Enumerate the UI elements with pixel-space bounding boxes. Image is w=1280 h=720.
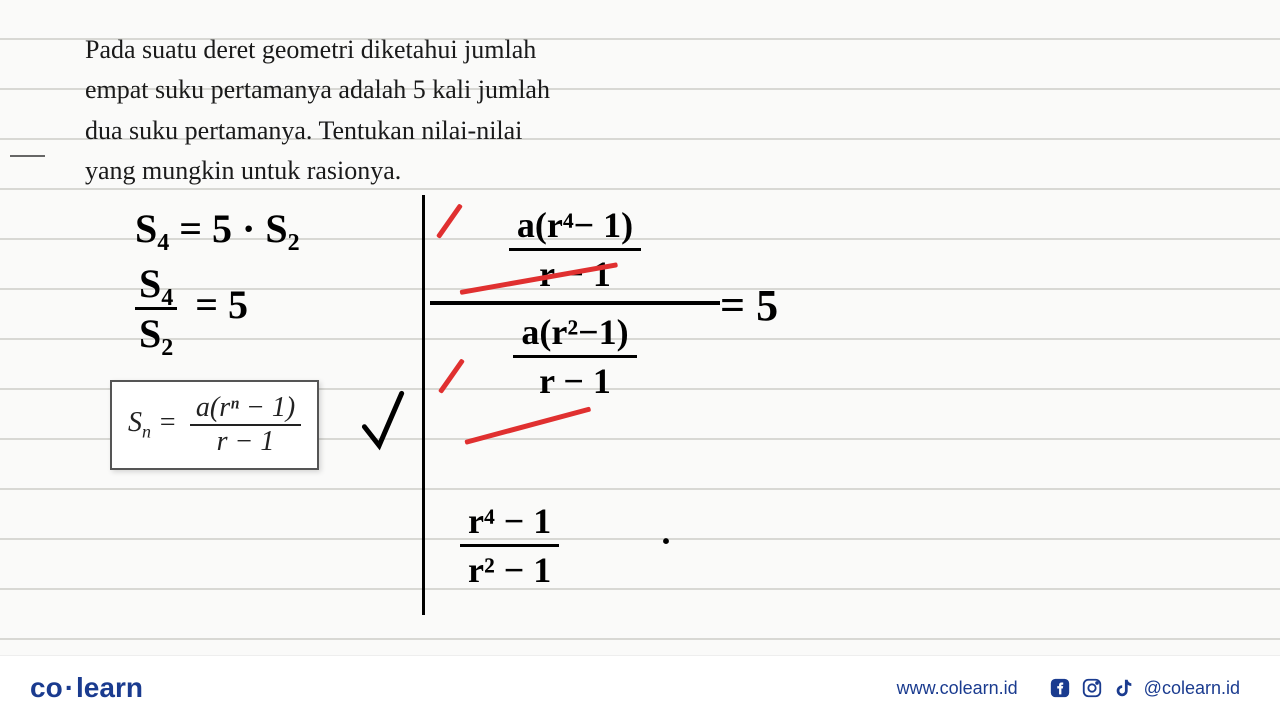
vertical-divider bbox=[422, 195, 425, 615]
website-url: www.colearn.id bbox=[897, 678, 1018, 699]
formula-numerator: a(rⁿ − 1) bbox=[190, 392, 301, 426]
handwritten-equation-2: S₄ S₂ = 5 bbox=[135, 260, 248, 357]
fraction-s4-over-s2: S₄ S₂ bbox=[135, 260, 177, 357]
logo-dot: · bbox=[65, 672, 74, 703]
fraction-denominator: S₂ bbox=[135, 310, 177, 357]
social-handle: @colearn.id bbox=[1144, 678, 1240, 699]
formula-box: Sn = a(rⁿ − 1) r − 1 bbox=[110, 380, 319, 470]
formula-denominator: r − 1 bbox=[190, 426, 301, 458]
problem-statement: Pada suatu deret geometri diketahui juml… bbox=[85, 30, 625, 191]
handwritten-equation-1: S₄ = 5 · S₂ bbox=[135, 205, 300, 252]
denominator-fraction: a(r²−1) r − 1 bbox=[513, 311, 636, 402]
logo-part-2: learn bbox=[76, 672, 143, 703]
simplified-fraction: r⁴ − 1 r² − 1 bbox=[460, 500, 559, 591]
simplified-numerator: r⁴ − 1 bbox=[460, 500, 559, 547]
social-section: @colearn.id bbox=[1048, 676, 1240, 700]
equals-five: = 5 bbox=[195, 282, 248, 327]
problem-line-1: Pada suatu deret geometri diketahui juml… bbox=[85, 30, 625, 70]
fraction-numerator: S₄ bbox=[135, 260, 177, 310]
num-top: a(r⁴− 1) bbox=[509, 204, 641, 251]
facebook-icon bbox=[1048, 676, 1072, 700]
simplified-denominator: r² − 1 bbox=[460, 547, 559, 591]
formula-fraction: a(rⁿ − 1) r − 1 bbox=[190, 392, 301, 458]
big-equals-five: = 5 bbox=[720, 280, 778, 331]
instagram-icon bbox=[1080, 676, 1104, 700]
den-bottom: r − 1 bbox=[513, 358, 636, 402]
checkmark-icon bbox=[356, 388, 413, 477]
den-top: a(r²−1) bbox=[513, 311, 636, 358]
logo-part-1: co bbox=[30, 672, 63, 703]
margin-dash bbox=[10, 155, 45, 157]
problem-line-2: empat suku pertamanya adalah 5 kali juml… bbox=[85, 70, 625, 110]
problem-line-3: dua suku pertamanya. Tentukan nilai-nila… bbox=[85, 111, 625, 151]
footer-bar: co·learn www.colearn.id @colearn.id bbox=[0, 655, 1280, 720]
problem-line-4: yang mungkin untuk rasionya. bbox=[85, 151, 625, 191]
formula-lhs: Sn = bbox=[128, 407, 177, 438]
brand-logo: co·learn bbox=[30, 672, 143, 704]
tiktok-icon bbox=[1112, 676, 1136, 700]
main-fraction-bar bbox=[430, 301, 720, 305]
footer-right: www.colearn.id @colearn.id bbox=[897, 676, 1240, 700]
content-area: Pada suatu deret geometri diketahui juml… bbox=[0, 0, 1280, 191]
trailing-dot: · bbox=[660, 520, 672, 562]
main-fraction-expression: a(r⁴− 1) r − 1 a(r²−1) r − 1 bbox=[430, 200, 720, 406]
